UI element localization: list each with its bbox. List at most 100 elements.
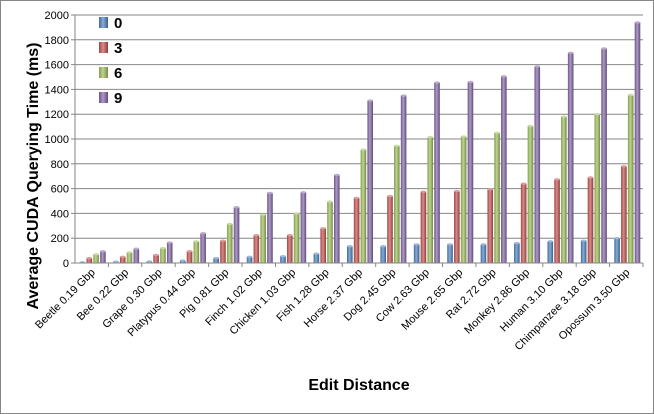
bar-cap	[527, 124, 534, 128]
x-tick-label: Grape 0.30 Gbp	[100, 267, 164, 331]
gridlines	[71, 14, 644, 267]
bar-3-2	[153, 254, 159, 263]
bar-3-0	[86, 258, 93, 263]
x-tick-label: Mouse 2.65 Gbp	[399, 267, 465, 333]
bar-cap	[166, 241, 173, 244]
x-axis-title: Edit Distance	[308, 377, 409, 394]
bar-cap	[434, 81, 440, 84]
bar-cap	[567, 51, 574, 55]
bar-9-4	[233, 207, 240, 263]
bar-9-2	[166, 242, 173, 263]
bar-cap	[594, 113, 601, 116]
bar-cap	[119, 255, 126, 258]
bar-0-8	[347, 246, 353, 263]
bar-6-4	[226, 223, 233, 263]
bar-cap	[246, 255, 253, 258]
bar-cap	[427, 135, 434, 139]
bar-cap	[347, 245, 353, 248]
bar-cap	[300, 191, 307, 194]
bar-cap	[367, 99, 374, 102]
y-tick-label: 800	[51, 159, 69, 171]
legend-swatch-9	[99, 92, 108, 103]
bar-cap	[220, 239, 226, 242]
bar-3-8	[353, 197, 360, 263]
y-tick-labels: 0 200 400 600 800 1000 1200 1400 1600 1800 2000	[45, 10, 69, 270]
y-tick-label: 1800	[45, 35, 69, 47]
bar-cap	[353, 196, 360, 200]
bar-cap	[153, 253, 159, 257]
bar-cap	[186, 250, 193, 253]
bar-cap	[467, 80, 474, 84]
y-tick-label: 1400	[45, 84, 69, 96]
bar-9-10	[434, 82, 440, 263]
bar-cap	[293, 212, 300, 215]
bar-3-16	[621, 166, 627, 263]
bar-6-5	[260, 214, 266, 263]
bar-cap	[260, 213, 266, 216]
bar-6-9	[394, 145, 400, 263]
bar-cap	[280, 254, 286, 258]
bar-6-1	[126, 252, 133, 263]
bar-cap	[200, 232, 206, 235]
bar-cap	[213, 256, 219, 260]
bars	[79, 21, 641, 264]
bar-cap	[380, 245, 387, 248]
bar-cap	[253, 233, 260, 237]
bar-9-3	[200, 233, 206, 263]
bar-cap	[487, 188, 494, 191]
bar-cap	[394, 144, 400, 148]
bar-cap	[126, 251, 133, 254]
bar-9-11	[467, 81, 474, 264]
bar-0-6	[280, 256, 286, 263]
bar-cap	[520, 182, 527, 185]
bar-cap	[554, 178, 560, 181]
bar-cap	[286, 233, 293, 237]
y-tick-label: 2000	[45, 10, 69, 22]
bar-cap	[494, 131, 500, 134]
y-tick-label: 1600	[45, 60, 69, 72]
legend-label-6: 6	[114, 65, 122, 82]
bar-6-15	[594, 114, 601, 263]
legend-swatch-6	[99, 67, 108, 78]
bar-cap	[587, 176, 594, 179]
bar-cap	[480, 243, 487, 246]
bar-3-6	[286, 235, 293, 263]
y-tick-label: 0	[63, 258, 69, 270]
bar-6-14	[561, 116, 567, 264]
bar-cap	[93, 253, 99, 256]
bar-cap	[580, 239, 587, 242]
bar-cap	[547, 240, 554, 243]
bar-6-11	[460, 136, 467, 263]
bar-cap	[534, 65, 541, 68]
bar-cap	[501, 75, 507, 78]
bar-3-10	[420, 191, 427, 263]
y-axis-title: Average CUDA Querying Time (ms)	[25, 42, 42, 309]
bar-6-0	[93, 254, 99, 263]
bar-6-10	[427, 137, 434, 263]
bar-cap	[113, 260, 119, 263]
bar-cap	[561, 115, 567, 118]
legend-swatch-0	[99, 17, 108, 28]
x-tick-label: Horse 2.37 Gbp	[302, 267, 365, 330]
y-tick-label: 1000	[45, 134, 69, 146]
y-tick-label: 400	[51, 208, 69, 220]
bar-9-12	[501, 76, 507, 263]
bar-9-9	[400, 95, 407, 263]
bar-cap	[601, 47, 607, 50]
bar-3-12	[487, 189, 494, 263]
bar-cap	[514, 241, 520, 245]
bar-cap	[233, 206, 240, 209]
bar-3-7	[320, 228, 326, 263]
bar-3-11	[454, 191, 460, 263]
bar-cap	[193, 240, 200, 243]
bar-6-8	[360, 149, 367, 263]
bar-6-6	[293, 213, 300, 263]
y-tick-label: 200	[51, 233, 69, 245]
bar-0-11	[447, 244, 453, 263]
bar-cap	[360, 148, 367, 151]
bar-0-10	[413, 244, 420, 263]
bar-cap	[333, 173, 340, 177]
bar-0-5	[246, 256, 253, 263]
